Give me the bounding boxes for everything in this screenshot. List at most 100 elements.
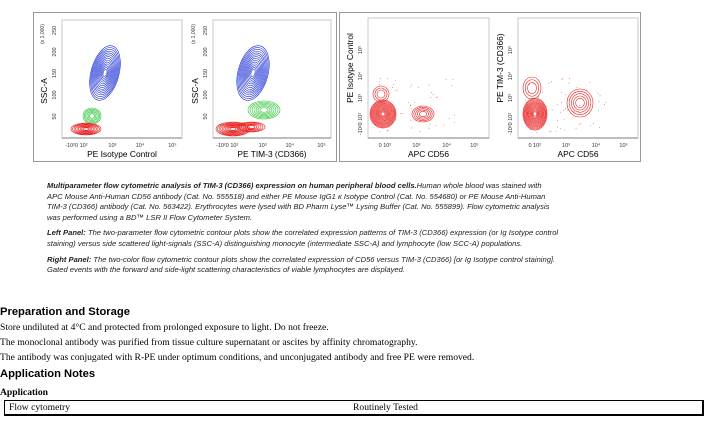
event-dot xyxy=(430,97,432,98)
contour-line xyxy=(236,121,266,133)
event-dot xyxy=(410,119,412,121)
contour-line xyxy=(97,59,113,87)
event-dot xyxy=(429,117,431,118)
event-dot xyxy=(556,104,558,106)
event-dot xyxy=(551,109,553,111)
contour-line xyxy=(419,111,427,117)
event-dot xyxy=(453,114,455,116)
event-dot xyxy=(536,132,538,134)
event-dot xyxy=(423,110,425,112)
y-tick-label: 150 xyxy=(52,69,58,78)
contour-line xyxy=(255,105,273,115)
contour-line xyxy=(238,122,264,132)
contour-line xyxy=(247,63,259,83)
y-scale-label: (x 1,000) xyxy=(191,24,197,44)
contour-line xyxy=(369,99,397,129)
event-dot xyxy=(586,89,588,91)
event-dot xyxy=(597,92,599,94)
caption-left-text: The two-parameter flow cytometric contou… xyxy=(47,228,559,248)
contour-line xyxy=(380,110,386,118)
contour-line xyxy=(94,54,116,92)
event-dot xyxy=(576,86,578,88)
contour-line xyxy=(522,97,548,131)
contour-line xyxy=(533,111,537,117)
event-dot xyxy=(567,109,569,111)
event-dot xyxy=(605,102,607,103)
contour-line xyxy=(526,103,544,125)
y-axis-label: PE TIM-3 (CD366) xyxy=(495,33,505,102)
contour-line xyxy=(529,107,541,121)
event-dot xyxy=(557,120,558,122)
contour-line xyxy=(379,109,387,119)
contour-line xyxy=(102,69,108,77)
contour-line xyxy=(566,88,594,118)
event-dot xyxy=(385,90,387,91)
event-dot xyxy=(573,110,575,112)
event-dot xyxy=(410,104,412,106)
contour-line xyxy=(376,89,386,99)
contour-line xyxy=(72,123,100,135)
caption-left-label: Left Panel: xyxy=(47,228,86,238)
event-dot xyxy=(529,123,531,125)
y-axis-label: SSC-A xyxy=(190,78,200,104)
event-dot xyxy=(379,131,381,133)
x-tick-label: 10⁴ xyxy=(136,142,145,149)
x-axis-label: APC CD56 xyxy=(408,149,449,159)
x-tick-label: 0 10² xyxy=(379,143,392,149)
y-axis-label: PE Isotype Control xyxy=(345,33,355,103)
event-dot xyxy=(539,103,541,105)
event-dot xyxy=(555,130,557,132)
event-dot xyxy=(548,82,550,84)
plot-frame xyxy=(212,19,332,139)
event-dot xyxy=(578,105,580,106)
contour-line xyxy=(244,124,258,130)
event-dot xyxy=(580,123,581,125)
event-dot xyxy=(599,95,601,97)
figure-caption: Multiparameter flow cytometric analysis … xyxy=(47,181,559,281)
event-dot xyxy=(453,122,455,123)
y-tick-label: 250 xyxy=(52,26,58,35)
contour-line xyxy=(257,106,271,114)
event-dot xyxy=(597,109,599,111)
contour-line xyxy=(249,101,279,119)
caption-text: Human whole blood was stained with APC M… xyxy=(47,181,550,222)
event-dot xyxy=(382,119,384,120)
contour-line xyxy=(525,101,545,127)
contour-line xyxy=(93,52,117,94)
event-dot xyxy=(538,115,540,117)
event-dot xyxy=(422,110,424,111)
contour-line xyxy=(92,50,118,96)
contour-line xyxy=(73,123,99,135)
event-dot xyxy=(374,124,376,125)
contour-line xyxy=(527,82,537,94)
contour-line xyxy=(525,100,545,128)
event-dot xyxy=(598,101,600,103)
event-dot xyxy=(400,112,401,114)
event-dot xyxy=(376,109,378,111)
contour-line xyxy=(242,56,264,90)
contour-line xyxy=(95,56,115,90)
event-dot xyxy=(563,109,565,111)
event-dot xyxy=(437,96,438,98)
event-dot xyxy=(538,96,540,98)
contour-line xyxy=(85,109,99,123)
x-tick-label: 10³ xyxy=(108,143,116,149)
contour-line xyxy=(90,47,120,99)
contour-line xyxy=(524,99,546,129)
contour-line xyxy=(242,123,260,131)
x-axis-label: PE Isotype Control xyxy=(87,149,157,159)
event-dot xyxy=(432,94,434,96)
y-tick-label: 100 xyxy=(52,90,58,99)
contour-line xyxy=(81,126,91,132)
contour-line xyxy=(417,109,429,119)
contour-line xyxy=(245,59,261,87)
event-dot xyxy=(589,125,591,126)
contour-line xyxy=(78,125,94,133)
contour-line xyxy=(370,100,396,128)
contour-line xyxy=(91,49,119,97)
event-dot xyxy=(550,131,552,132)
contour-line xyxy=(575,98,585,108)
x-tick-label: 10⁴ xyxy=(285,142,294,149)
event-dot xyxy=(599,126,600,128)
contour-line xyxy=(247,100,281,120)
